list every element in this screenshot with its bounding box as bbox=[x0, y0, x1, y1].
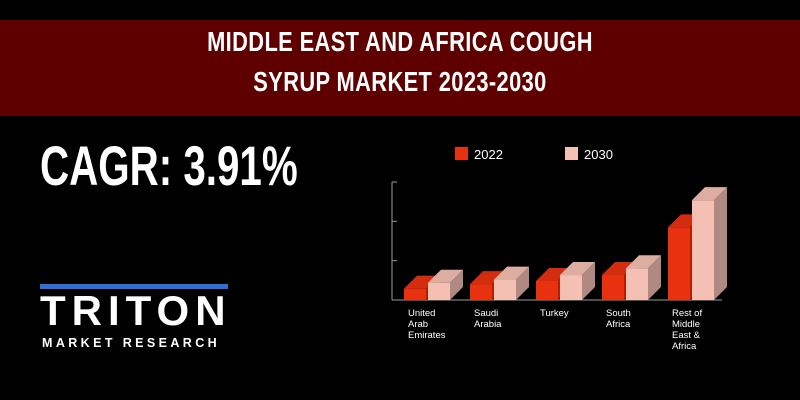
x-label-line: Saudi bbox=[474, 308, 498, 319]
bar-side bbox=[648, 255, 661, 300]
legend-label-2030: 2030 bbox=[584, 147, 613, 162]
title-banner bbox=[0, 20, 800, 116]
bar-2030-0 bbox=[428, 269, 463, 300]
title-line-1: MIDDLE EAST AND AFRICA COUGH bbox=[207, 26, 593, 57]
bar-front bbox=[560, 275, 582, 300]
x-axis-labels: United Arab Emirates Saudi Arabia Turkey South… bbox=[408, 308, 702, 352]
x-label-line: Middle bbox=[672, 319, 700, 330]
x-label-0: United Arab Emirates bbox=[408, 308, 446, 341]
chart-legend: 2022 2030 bbox=[455, 147, 613, 162]
bar-front bbox=[404, 288, 426, 300]
triton-logo: TRITON MARKET RESEARCH bbox=[40, 284, 232, 354]
x-label-line: South bbox=[606, 308, 631, 319]
x-label-4: Rest of Middle East & Africa bbox=[672, 308, 702, 352]
legend-swatch-2022 bbox=[455, 147, 468, 160]
bar-front bbox=[668, 227, 690, 300]
logo-accent-bar bbox=[40, 284, 228, 289]
bar-side bbox=[714, 187, 727, 300]
x-label-line: Turkey bbox=[540, 308, 569, 319]
logo-word: TRITON bbox=[40, 287, 232, 334]
x-label-line: Arabia bbox=[474, 319, 502, 330]
bar-top bbox=[560, 262, 595, 276]
x-label-2: Turkey bbox=[540, 308, 569, 319]
bar-2030-2 bbox=[560, 262, 595, 300]
bar-top bbox=[404, 275, 439, 289]
bar-side bbox=[516, 266, 529, 300]
x-label-line: Rest of bbox=[672, 308, 702, 319]
bar-top bbox=[602, 262, 637, 276]
bar-top bbox=[428, 269, 463, 283]
x-label-line: United bbox=[408, 308, 435, 319]
bar-front bbox=[692, 200, 714, 300]
bar-front bbox=[626, 268, 648, 300]
bar-front bbox=[470, 284, 492, 300]
x-label-line: Africa bbox=[672, 341, 697, 352]
bar-2030-1 bbox=[494, 266, 529, 300]
bar-front bbox=[428, 282, 450, 300]
title-line-2: SYRUP MARKET 2023-2030 bbox=[253, 66, 547, 97]
bar-side bbox=[450, 269, 463, 300]
bar-front bbox=[536, 280, 558, 300]
bar-front bbox=[602, 275, 624, 300]
x-label-line: East & bbox=[672, 330, 701, 341]
bar-top bbox=[470, 271, 505, 285]
bar-side bbox=[582, 262, 595, 300]
legend-label-2022: 2022 bbox=[474, 147, 503, 162]
chart-bars bbox=[404, 187, 727, 300]
x-label-1: Saudi Arabia bbox=[474, 308, 502, 330]
bar-top bbox=[626, 255, 661, 269]
page-title: MIDDLE EAST AND AFRICA COUGH SYRUP MARKE… bbox=[88, 22, 712, 102]
bar-chart: 2022 2030 United Arab Emirates Saudi Arabia Tu… bbox=[391, 147, 727, 352]
legend-swatch-2030 bbox=[565, 147, 578, 160]
bar-top bbox=[536, 267, 571, 281]
x-label-line: Arab bbox=[408, 319, 428, 330]
x-label-line: Emirates bbox=[408, 330, 446, 341]
cagr-label: CAGR: 3.91% bbox=[40, 134, 298, 197]
x-label-3: South Africa bbox=[606, 308, 631, 330]
x-label-line: Africa bbox=[606, 319, 631, 330]
bar-top bbox=[692, 187, 727, 201]
bar-top bbox=[494, 266, 529, 280]
bar-2030-3 bbox=[626, 255, 661, 300]
bar-front bbox=[494, 279, 516, 300]
logo-subtitle: MARKET RESEARCH bbox=[42, 336, 221, 350]
bar-2030-4 bbox=[692, 187, 727, 300]
